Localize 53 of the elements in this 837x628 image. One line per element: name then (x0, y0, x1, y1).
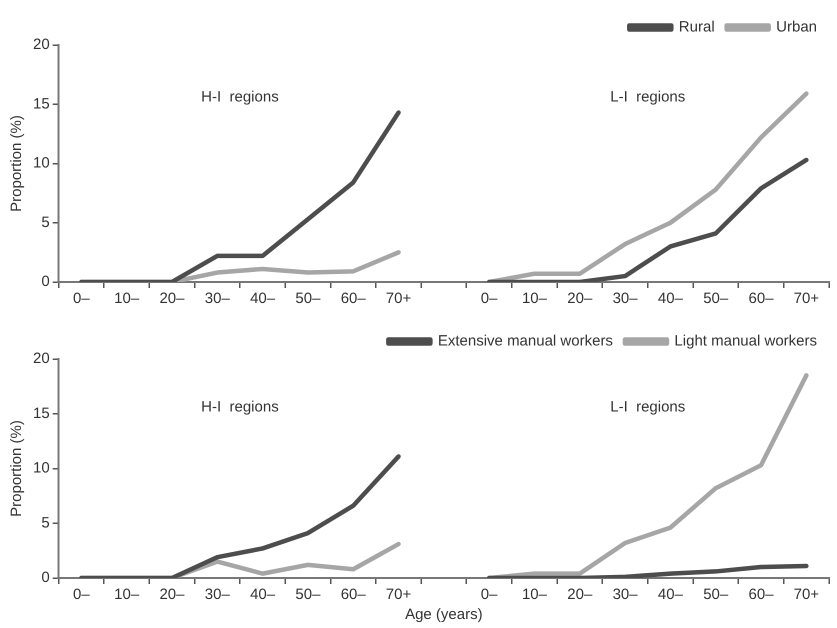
x-tick-label: 10– (522, 290, 548, 308)
x-tick-label: 40– (250, 586, 276, 604)
x-tick-label: 50– (295, 586, 322, 604)
x-tick-label: 70+ (794, 586, 820, 604)
x-tick-label: 30– (204, 586, 230, 604)
annotation: L-I regions (610, 398, 686, 416)
x-tick-label: 60– (748, 586, 774, 604)
y-tick-label: 20 (32, 350, 50, 368)
x-tick-label: 70+ (794, 290, 820, 308)
x-tick-label: 10– (114, 586, 140, 604)
x-tick-label: 20– (567, 586, 593, 604)
x-tick-label: 10– (114, 290, 140, 308)
x-tick-label: 0– (72, 586, 90, 604)
x-tick-label: 20– (159, 586, 186, 604)
annotation: L-I regions (610, 88, 686, 106)
legend-label: Extensive manual workers (438, 332, 613, 350)
legend-label: Light manual workers (674, 332, 818, 350)
x-tick-label: 20– (567, 290, 593, 308)
y-tick-label: 5 (41, 514, 50, 532)
x-tick-label: 30– (612, 290, 638, 308)
y-tick-label: 10 (32, 460, 50, 477)
x-tick-label: 40– (658, 586, 684, 604)
y-tick-label: 0 (41, 569, 50, 586)
x-tick-label: 60– (340, 290, 366, 308)
x-tick-label: 20– (159, 290, 186, 308)
y-tick-label: 20 (32, 36, 50, 54)
annotation: H-I regions (201, 398, 279, 416)
x-tick-label: 40– (250, 290, 276, 308)
x-tick-label: 0– (72, 290, 90, 308)
y-tick-label: 15 (32, 404, 50, 422)
y-axis-title: Proportion (%) (8, 115, 26, 212)
x-tick-label: 70+ (386, 290, 412, 308)
x-tick-label: 50– (295, 290, 322, 308)
x-tick-label: 0– (480, 290, 498, 308)
x-tick-label: 0– (480, 586, 498, 604)
x-axis-title: Age (years) (405, 606, 483, 624)
y-tick-label: 5 (41, 214, 50, 231)
x-tick-label: 30– (612, 586, 638, 604)
x-tick-label: 30– (204, 290, 230, 308)
x-tick-label: 10– (522, 586, 548, 604)
x-tick-label: 50– (703, 586, 729, 604)
x-tick-label: 60– (748, 290, 774, 308)
x-tick-label: 50– (703, 290, 729, 308)
y-tick-label: 10 (32, 154, 50, 172)
y-tick-label: 15 (32, 95, 50, 112)
x-tick-label: 70+ (386, 586, 412, 604)
x-tick-label: 60– (340, 586, 366, 604)
legend-label: Rural (678, 18, 715, 36)
x-tick-label: 40– (658, 290, 684, 308)
legend-label: Urban (776, 18, 818, 36)
annotation: H-I regions (201, 88, 279, 106)
y-tick-label: 0 (41, 273, 50, 290)
y-axis-title: Proportion (%) (8, 420, 26, 517)
